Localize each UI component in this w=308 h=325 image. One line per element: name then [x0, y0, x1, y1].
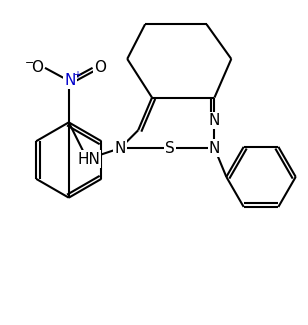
Text: N: N: [115, 141, 126, 156]
Text: −: −: [24, 58, 34, 68]
Text: S: S: [165, 141, 175, 156]
Text: O: O: [95, 60, 107, 75]
Text: HN: HN: [77, 151, 100, 166]
Text: N: N: [64, 73, 75, 88]
Text: +: +: [73, 70, 81, 80]
Text: O: O: [31, 60, 43, 75]
Text: N: N: [209, 141, 220, 156]
Text: N: N: [209, 113, 220, 128]
